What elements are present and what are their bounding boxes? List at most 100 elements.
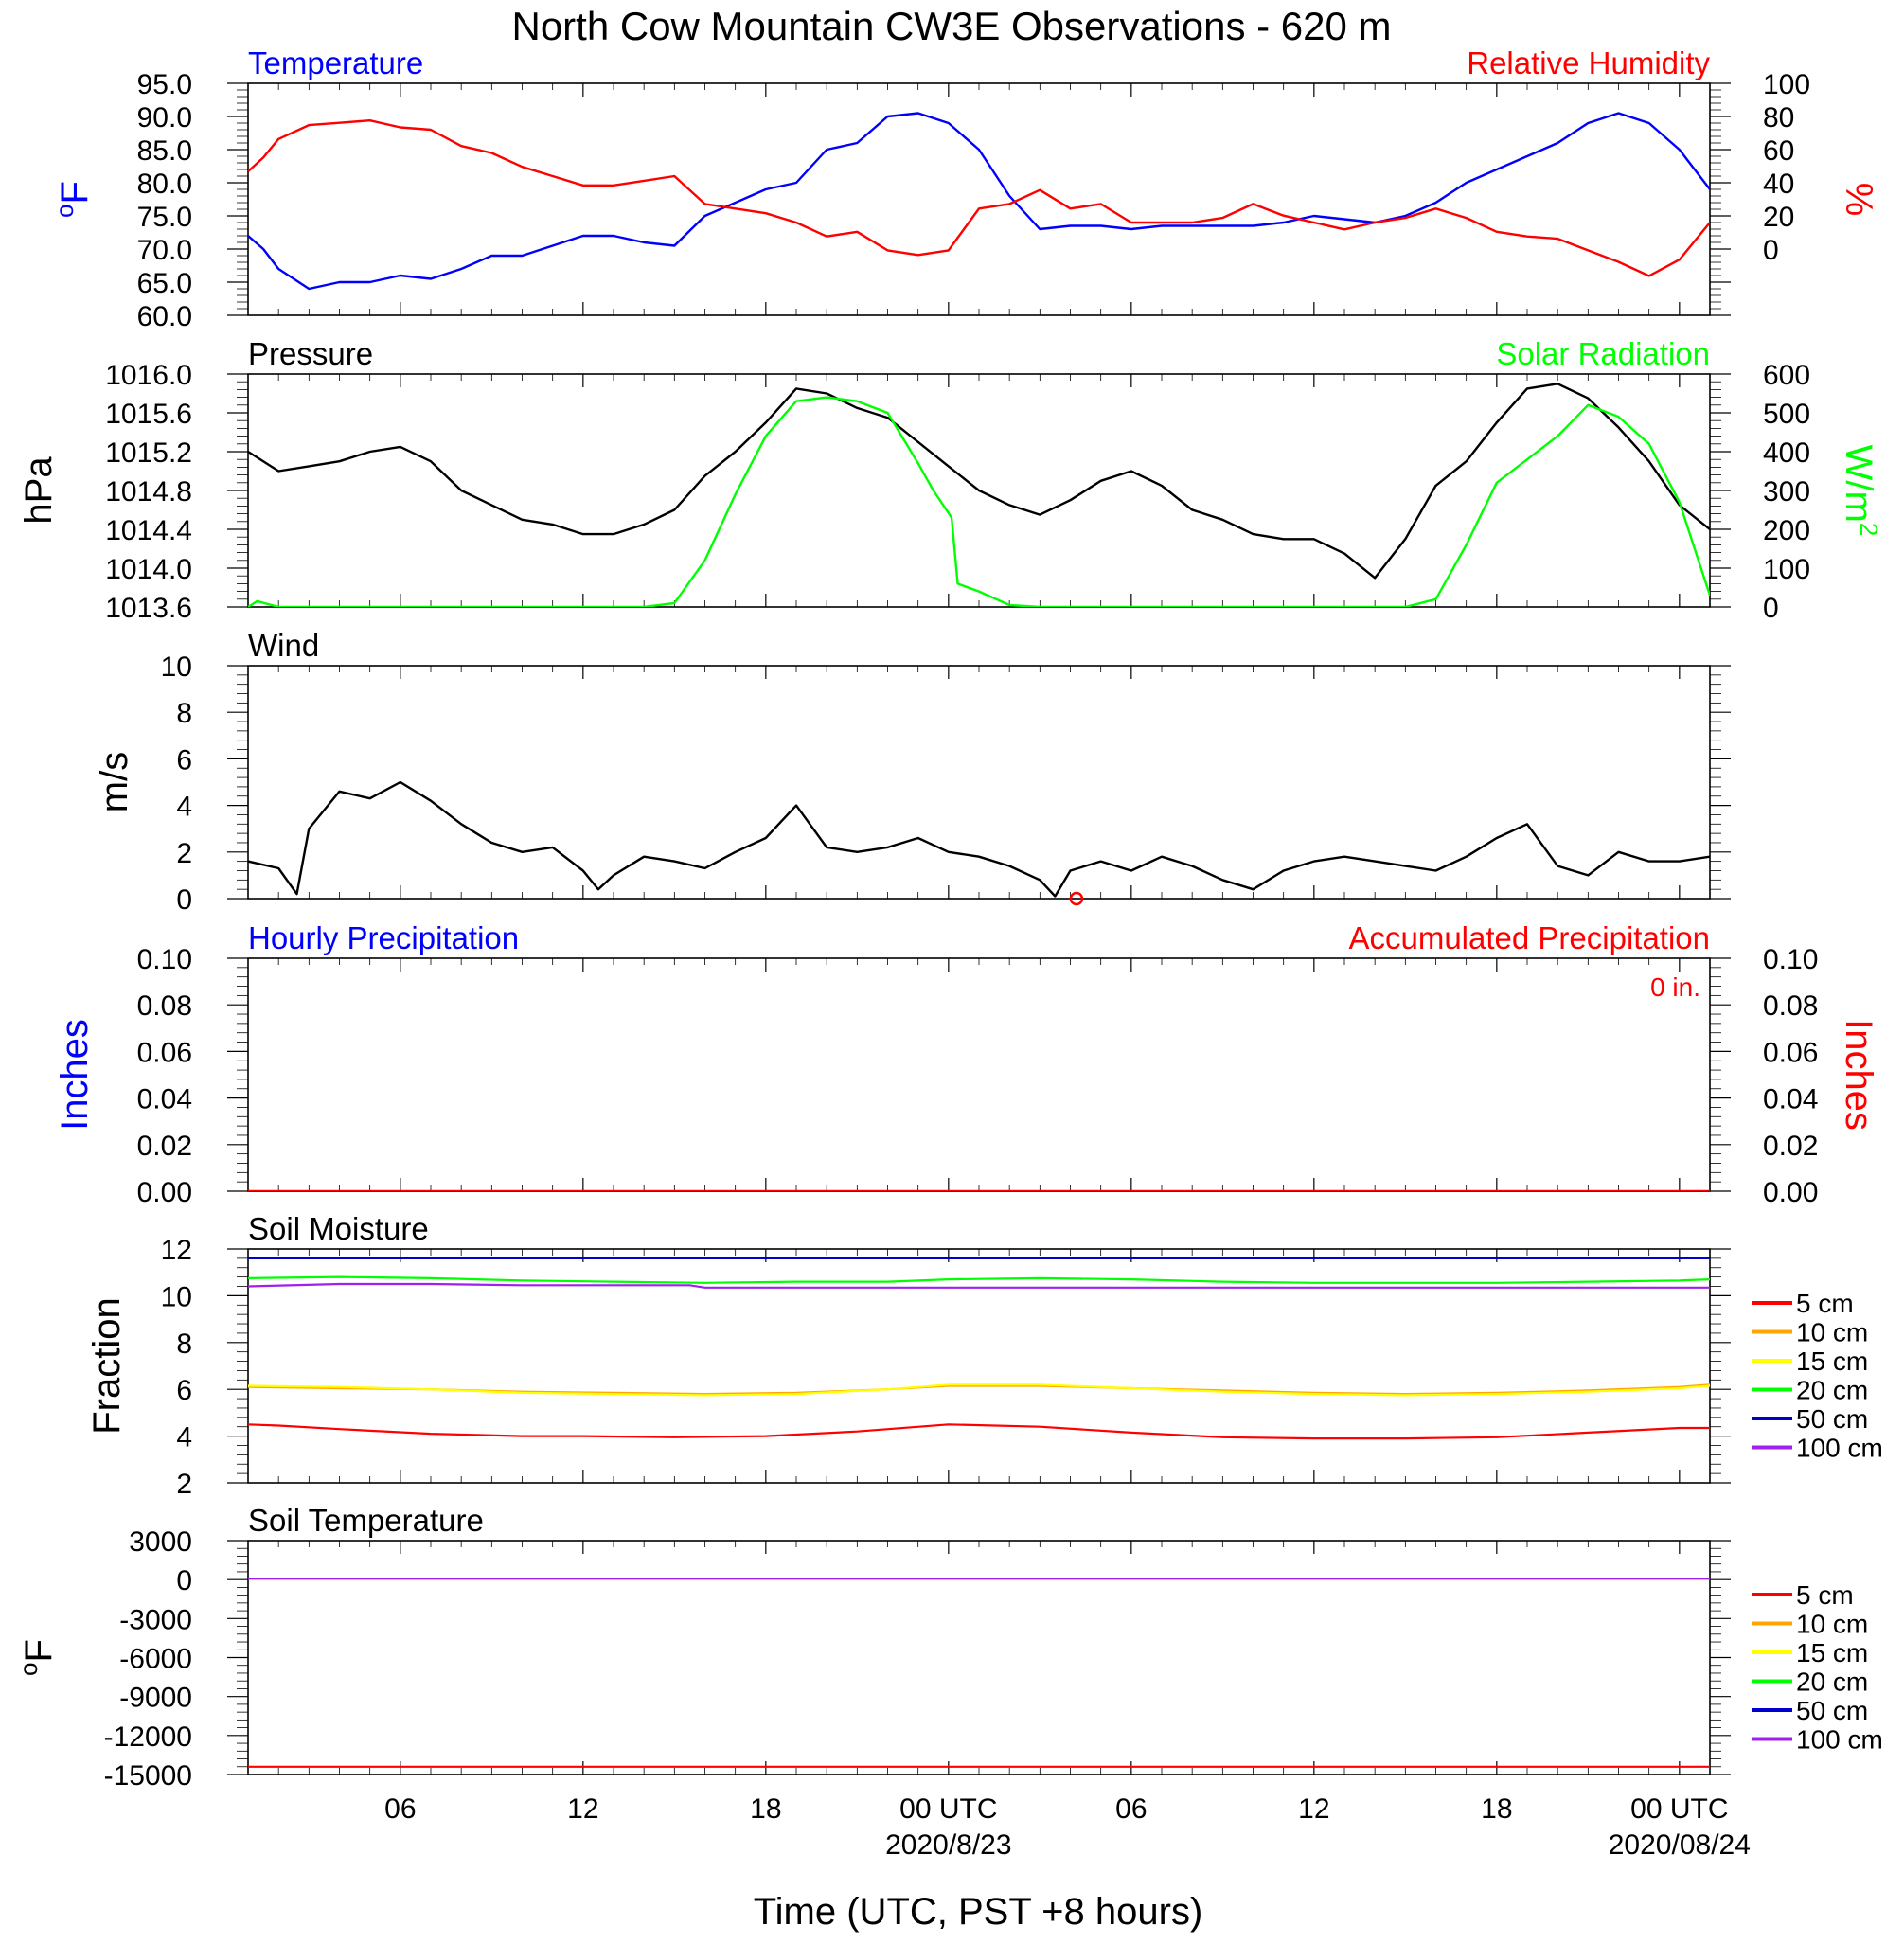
y-tick-label-right: 200 [1763,515,1810,546]
y-tick-label-right: 0 [1763,235,1779,266]
x-tick-label: 18 [1481,1793,1512,1825]
panel-title-left: Soil Moisture [248,1211,429,1246]
y-tick-label-right: 100 [1763,69,1810,100]
y-tick-label-right: 80 [1763,102,1794,134]
series-solar-radiation [248,396,1710,607]
y-tick-label: 60.0 [137,301,192,332]
plot-frame [247,665,1711,900]
series-100-cm [248,1282,1710,1289]
svg-text:m/s: m/s [94,752,135,812]
y-tick-label: 10 [161,651,192,683]
y-tick-label-right: 500 [1763,399,1810,430]
panel-temperature-humidity: 95.0 100 90.0 80 85.0 60 80.0 40 75.0 20 70.0 0 65.0… [50,45,1879,332]
y-axis-label-right: Inches [1838,1019,1879,1131]
plot-frame [247,1248,1711,1484]
y-tick-label-right: 600 [1763,360,1810,391]
series-relative-humidity [248,118,1710,277]
x-tick-label: 00 UTC [1630,1793,1728,1825]
plot-frame [247,373,1711,608]
svg-text:%: % [1838,183,1879,217]
y-tick-label: 2 [176,1469,192,1500]
y-axis-label: hPa [18,456,60,525]
y-tick-label: -12000 [104,1721,192,1753]
svg-text:W/m2: W/m2 [1838,445,1883,537]
y-tick-label: 8 [176,698,192,729]
legend-label: 50 cm [1796,1404,1868,1434]
panel-title-left: Soil Temperature [248,1503,484,1538]
series-5-cm [248,1423,1710,1440]
y-tick-label: 65.0 [137,268,192,299]
y-tick-label: 12 [161,1235,192,1266]
y-tick-label: 70.0 [137,235,192,266]
y-tick-label-right: 60 [1763,135,1794,167]
y-axis-label-right: W/m2 [1838,445,1883,537]
y-tick-label-right: 300 [1763,476,1810,508]
y-tick-label: 0 [176,884,192,916]
y-tick-label-right: 0.04 [1763,1084,1818,1115]
y-tick-label: 0 [176,1565,192,1596]
y-tick-label: 6 [176,744,192,776]
y-tick-label: 10 [161,1281,192,1312]
y-axis-label: Inches [54,1019,96,1131]
legend-label: 20 cm [1796,1376,1868,1405]
y-tick-label: 75.0 [137,202,192,233]
legend-label: 15 cm [1796,1638,1868,1668]
y-tick-label: -9000 [119,1683,192,1714]
svg-text:Inches: Inches [1838,1019,1879,1131]
figure-title: North Cow Mountain CW3E Observations - 6… [511,4,1391,48]
y-tick-label: 2 [176,838,192,869]
plot-frame [247,1540,1711,1775]
x-tick-label: 06 [384,1793,416,1825]
panel-title-left: Temperature [248,45,423,80]
y-tick-label: 1014.0 [105,554,192,585]
series-pressure [248,383,1710,580]
y-tick-label: 1014.8 [105,476,192,508]
y-tick-label-right: 0.00 [1763,1177,1818,1208]
x-tick-label: 12 [1298,1793,1329,1825]
legend-label: 100 cm [1796,1725,1883,1755]
panel-soil-temperature: 3000 0 -3000 -6000 -9000 -12000 -15000 Soil Tem… [14,1503,1883,1792]
legend-label: 20 cm [1796,1668,1868,1697]
panel-title-right: Solar Radiation [1496,336,1710,371]
legend-label: 50 cm [1796,1696,1868,1725]
y-tick-label: 0.08 [137,990,192,1022]
y-tick-label: 1016.0 [105,360,192,391]
panel-wind: 10 8 6 4 2 0 Wind m/s [94,628,1731,916]
legend-label: 15 cm [1796,1347,1868,1376]
y-tick-label-right: 0.06 [1763,1037,1818,1068]
y-tick-label-right: 0 [1763,593,1779,624]
y-tick-label: 0.06 [137,1037,192,1068]
y-tick-label: 6 [176,1375,192,1406]
series-temperature [248,112,1710,291]
y-tick-label: 4 [176,1422,192,1454]
y-tick-label: 80.0 [137,169,192,200]
y-tick-label: 1013.6 [105,593,192,624]
svg-text:Fraction: Fraction [86,1297,128,1435]
y-tick-label: 85.0 [137,135,192,167]
y-axis-label: Fraction [86,1297,128,1435]
x-axis-label: Time (UTC, PST +8 hours) [754,1891,1203,1933]
y-axis-label: oF [50,181,96,218]
x-tick-label: 12 [567,1793,598,1825]
panel-title-left: Hourly Precipitation [248,920,519,955]
y-tick-label: -6000 [119,1644,192,1675]
y-tick-label: 8 [176,1329,192,1360]
svg-text:Inches: Inches [54,1019,96,1131]
y-tick-label: 0.04 [137,1084,192,1115]
accumulation-annotation: 0 in. [1650,972,1700,1002]
plot-frame [247,82,1711,316]
legend-label: 10 cm [1796,1610,1868,1639]
x-date-label: 2020/8/23 [885,1829,1011,1861]
y-tick-label: 95.0 [137,69,192,100]
y-tick-label: 90.0 [137,102,192,134]
y-tick-label: 0.02 [137,1131,192,1162]
y-tick-label-right: 20 [1763,202,1794,233]
panel-pressure-solar: 1016.0 600 1015.6 500 1015.2 400 1014.8 300 1014… [18,336,1883,624]
y-tick-label-right: 40 [1763,169,1794,200]
y-axis-label: m/s [94,752,135,812]
panel-precipitation: 0.10 0.10 0.08 0.08 0.06 0.06 0.04 0.04 0.02 0.02… [54,920,1879,1208]
svg-text:hPa: hPa [18,456,60,525]
